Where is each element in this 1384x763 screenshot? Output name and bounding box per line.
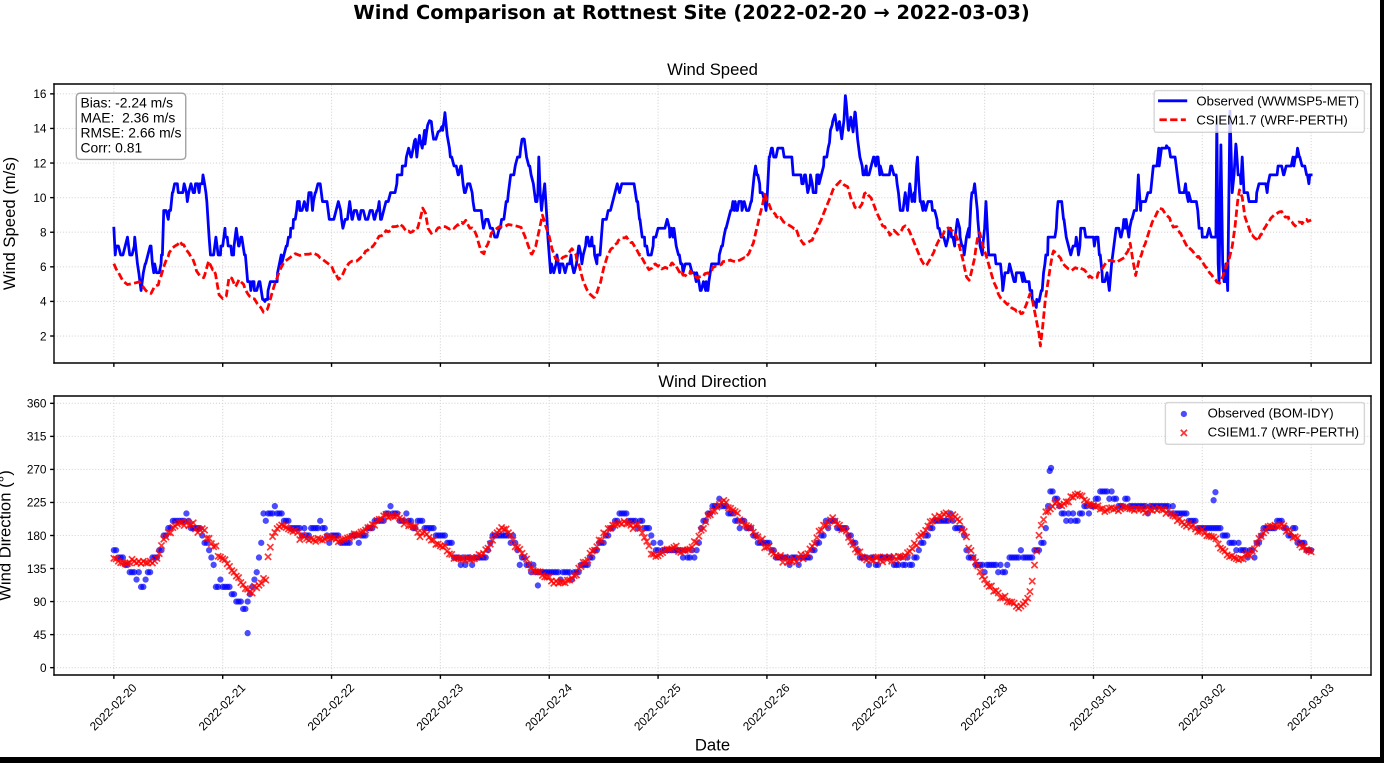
svg-text:Observed (WWMSP5-MET): Observed (WWMSP5-MET) xyxy=(1196,93,1359,108)
svg-text:10: 10 xyxy=(33,191,47,205)
svg-text:2: 2 xyxy=(40,329,47,343)
svg-text:135: 135 xyxy=(27,562,47,576)
svg-text:12: 12 xyxy=(33,156,46,170)
svg-text:RMSE: 2.66 m/s: RMSE: 2.66 m/s xyxy=(80,124,181,140)
svg-text:Corr: 0.81: Corr: 0.81 xyxy=(80,139,142,155)
svg-text:6: 6 xyxy=(40,260,47,274)
svg-text:0: 0 xyxy=(40,661,47,675)
svg-text:14: 14 xyxy=(33,122,47,136)
svg-text:CSIEM1.7 (WRF-PERTH): CSIEM1.7 (WRF-PERTH) xyxy=(1196,112,1347,127)
svg-text:Wind Direction (°): Wind Direction (°) xyxy=(0,470,15,601)
svg-text:225: 225 xyxy=(27,496,47,510)
svg-text:360: 360 xyxy=(27,397,47,411)
svg-text:Bias: -2.24 m/s: Bias: -2.24 m/s xyxy=(80,94,173,110)
svg-text:4: 4 xyxy=(40,295,47,309)
svg-text:45: 45 xyxy=(33,628,47,642)
svg-text:MAE: 2.36 m/s: MAE: 2.36 m/s xyxy=(80,109,175,125)
svg-text:90: 90 xyxy=(33,595,47,609)
svg-text:Wind Direction: Wind Direction xyxy=(658,372,766,391)
svg-text:180: 180 xyxy=(27,529,47,543)
svg-text:8: 8 xyxy=(40,226,47,240)
svg-text:315: 315 xyxy=(27,430,47,444)
svg-text:270: 270 xyxy=(27,463,47,477)
svg-text:Date: Date xyxy=(695,736,730,755)
svg-text:Wind Speed: Wind Speed xyxy=(667,60,758,79)
svg-text:CSIEM1.7 (WRF-PERTH): CSIEM1.7 (WRF-PERTH) xyxy=(1208,424,1359,439)
svg-text:Wind Speed (m/s): Wind Speed (m/s) xyxy=(0,157,19,290)
svg-text:16: 16 xyxy=(33,87,47,101)
svg-text:Observed (BOM-IDY): Observed (BOM-IDY) xyxy=(1208,405,1334,420)
